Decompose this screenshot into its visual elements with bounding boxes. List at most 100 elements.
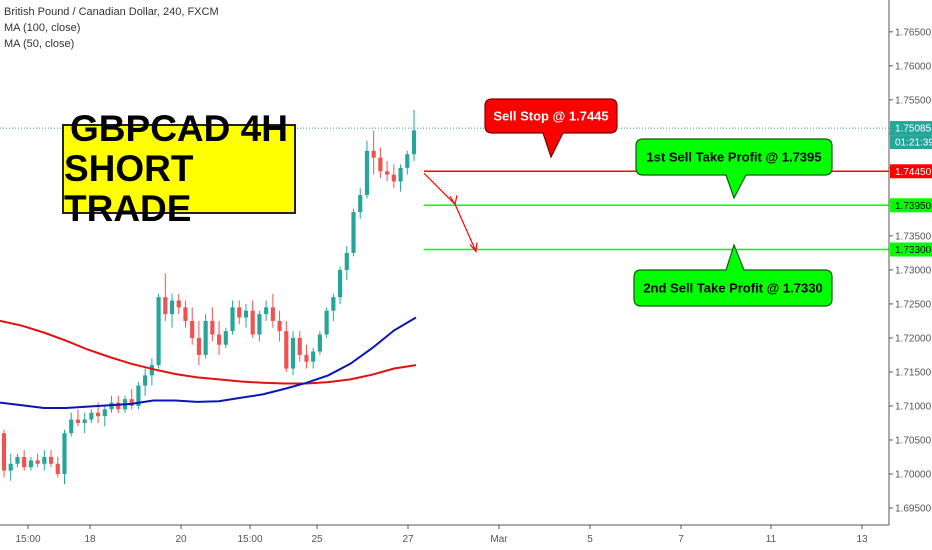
candle-body: [163, 297, 168, 315]
candle-body: [223, 331, 228, 345]
tp2-tag-bg[interactable]: [890, 242, 932, 257]
ma50-line: [0, 316, 417, 409]
candle-body: [337, 269, 343, 298]
price-tick-label: 1.73000: [895, 265, 932, 276]
candle-body: [385, 171, 390, 175]
countdown-bg[interactable]: [890, 135, 932, 150]
tp2-callout-bubble[interactable]: [633, 243, 833, 307]
ma100-line: [0, 319, 417, 385]
candle-body: [176, 300, 181, 308]
candle-body: [304, 354, 309, 362]
tp1-tag-label[interactable]: 1.73950: [895, 201, 932, 212]
candle-body: [378, 157, 383, 172]
candle-body: [116, 402, 121, 410]
candle-body: [411, 130, 417, 155]
candle-body: [317, 334, 322, 352]
tp1-tag-bg[interactable]: [890, 198, 932, 213]
candle-body: [82, 419, 87, 423]
price-tick-label: 1.72000: [895, 333, 932, 344]
time-tick-label: 20: [175, 534, 187, 545]
sell-stop-tag-label[interactable]: 1.74450: [895, 167, 932, 178]
price-tick-label: 1.75500: [895, 95, 932, 106]
countdown-label[interactable]: 01:21:39: [895, 138, 932, 149]
sell-stop-callout-bubble[interactable]: [484, 98, 618, 159]
candle-body: [270, 307, 275, 321]
candle-body: [8, 463, 13, 471]
price-tick-label: 1.73500: [895, 231, 932, 242]
candle-body: [391, 174, 396, 182]
candle-body: [1, 433, 7, 471]
candle-body: [102, 409, 107, 417]
time-tick-label: 15:00: [15, 534, 40, 545]
candle-body: [203, 320, 208, 355]
candle-body: [351, 212, 356, 253]
title-line-2: SHORT TRADE: [64, 148, 194, 229]
candle-body: [69, 419, 74, 434]
candle-body: [96, 412, 101, 417]
symbol-label[interactable]: British Pound / Canadian Dollar, 240, FX…: [4, 6, 219, 18]
tp2-tag-label[interactable]: 1.73300: [895, 245, 932, 256]
candle-body: [230, 307, 235, 332]
candle-body: [277, 320, 282, 332]
candle-body: [257, 314, 262, 335]
tp1-callout-text[interactable]: 1st Sell Take Profit @ 1.7395: [646, 150, 821, 165]
candle-body: [216, 334, 222, 345]
candle-body: [196, 337, 202, 355]
current-price-tag-label[interactable]: 1.75085: [895, 124, 932, 135]
candle-body: [237, 307, 242, 318]
title-line-1: GBPCAD 4H: [70, 108, 288, 149]
sell-stop-tag-bg[interactable]: [890, 164, 932, 179]
candle-body: [324, 310, 329, 335]
candle-body: [344, 252, 349, 270]
ma100-label[interactable]: MA (100, close): [4, 22, 81, 34]
candle-body: [364, 150, 370, 196]
time-tick-label: 13: [856, 534, 868, 545]
candle-body: [243, 310, 249, 318]
candle-body: [405, 154, 410, 168]
title-box: GBPCAD 4H SHORT TRADE: [62, 109, 296, 229]
candle-body: [149, 365, 154, 376]
time-tick-label: 7: [678, 534, 684, 545]
candle-body: [42, 456, 47, 464]
candle-body: [169, 300, 175, 315]
candle-body: [15, 456, 20, 464]
current-price-tag-bg[interactable]: [890, 121, 932, 136]
time-tick-label: 25: [311, 534, 323, 545]
candle-body: [35, 460, 40, 464]
time-tick-label: 5: [587, 534, 593, 545]
price-tick-label: 1.69500: [895, 503, 932, 514]
candle-body: [129, 399, 134, 406]
candle-body: [89, 412, 94, 420]
ma50-label[interactable]: MA (50, close): [4, 38, 75, 50]
candle-body: [331, 297, 336, 311]
candle-body: [143, 375, 148, 386]
sell-stop-callout-text[interactable]: Sell Stop @ 1.7445: [493, 109, 608, 124]
price-tick-label: 1.76000: [895, 61, 932, 72]
candle-body: [136, 385, 141, 406]
candle-body: [297, 337, 302, 355]
time-tick-label: 27: [402, 534, 414, 545]
candle-body: [183, 307, 188, 321]
price-tick-label: 1.72500: [895, 299, 932, 310]
candle-body: [398, 167, 403, 182]
tp2-callout-text[interactable]: 2nd Sell Take Profit @ 1.7330: [643, 281, 822, 296]
price-tick-label: 1.71500: [895, 367, 932, 378]
arrowhead-tp2: [469, 242, 478, 253]
candle-body: [62, 433, 67, 474]
candle-body: [358, 195, 363, 213]
time-tick-label: 11: [766, 534, 777, 545]
candle-body: [264, 307, 269, 315]
candle-body: [48, 456, 54, 464]
price-tick-label: 1.76500: [895, 27, 932, 38]
candle-body: [28, 460, 33, 468]
tp1-callout-bubble[interactable]: [635, 138, 833, 200]
price-tick-label: 1.70000: [895, 469, 932, 480]
time-tick-label: Mar: [490, 534, 508, 545]
time-tick-label: 18: [84, 534, 96, 545]
price-tick-label: 1.71000: [895, 401, 932, 412]
candle-body: [290, 337, 296, 369]
candle-body: [250, 310, 255, 335]
candle-body: [75, 419, 81, 423]
